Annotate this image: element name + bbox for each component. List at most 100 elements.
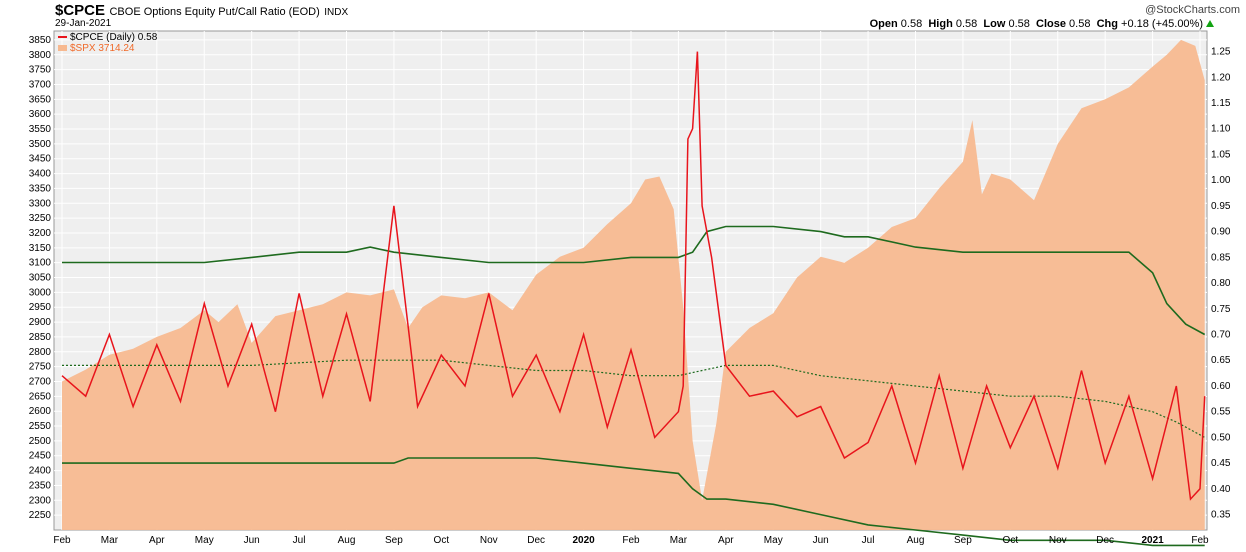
y-left-tick-label: 3600 (29, 109, 52, 120)
y-left-tick-label: 2300 (29, 495, 52, 506)
x-tick-label: Jul (293, 535, 306, 546)
x-tick-label: Sep (954, 535, 972, 546)
date-label: 29-Jan-2021 (55, 18, 112, 29)
x-tick-label: Sep (385, 535, 403, 546)
y-left-tick-label: 2550 (29, 421, 52, 432)
y-left-tick-label: 3250 (29, 213, 52, 224)
low-label: Low (983, 18, 1006, 30)
x-tick-label: Feb (622, 535, 640, 546)
x-tick-label: Mar (101, 535, 119, 546)
x-tick-label: Nov (480, 535, 498, 546)
symbol-label: $CPCE (55, 2, 106, 19)
y-left-tick-label: 2800 (29, 347, 52, 358)
x-tick-label: Aug (338, 535, 356, 546)
y-left-tick-label: 2650 (29, 391, 52, 402)
exchange-label: INDX (324, 7, 349, 18)
y-left-tick-label: 3100 (29, 258, 52, 269)
y-left-tick-label: 3700 (29, 79, 52, 90)
close-value: 0.58 (1069, 18, 1091, 30)
legend-item-cpce: $CPCE (Daily) 0.58 (58, 32, 157, 43)
legend-cpce-label: $CPCE (Daily) 0.58 (70, 32, 158, 43)
x-tick-label: 2020 (572, 535, 595, 546)
x-tick-label: Nov (1049, 535, 1067, 546)
y-left-tick-label: 3850 (29, 35, 52, 46)
y-right-tick-label: 0.80 (1211, 278, 1231, 289)
y-left-tick-label: 3750 (29, 65, 52, 76)
x-tick-label: Oct (1003, 535, 1019, 546)
y-left-tick-label: 2400 (29, 466, 52, 477)
y-left-tick-label: 3150 (29, 243, 52, 254)
y-right-tick-label: 1.05 (1211, 149, 1231, 160)
y-left-tick-label: 2250 (29, 510, 52, 521)
lower-band-line (62, 457, 1205, 547)
y-left-tick-label: 2600 (29, 406, 52, 417)
y-left-tick-label: 2750 (29, 362, 52, 373)
legend-spx-label: $SPX 3714.24 (70, 43, 135, 54)
y-right-tick-label: 0.70 (1211, 330, 1231, 341)
upper-band-line (62, 225, 1206, 336)
y-right-tick-label: 0.35 (1211, 510, 1231, 521)
y-right-tick-label: 0.65 (1211, 355, 1231, 366)
x-tick-label: Aug (907, 535, 925, 546)
y-left-tick-label: 2450 (29, 451, 52, 462)
x-tick-label: 2021 (1141, 535, 1164, 546)
x-tick-label: May (195, 535, 214, 546)
middle-band-line (62, 359, 1205, 438)
ohlc-readout: Open 0.58 High 0.58 Low 0.58 Close 0.58 … (870, 18, 1214, 30)
y-right-tick-label: 0.55 (1211, 407, 1231, 418)
y-right-tick-label: 0.60 (1211, 381, 1231, 392)
chg-label: Chg (1096, 18, 1118, 30)
x-tick-label: Jun (813, 535, 829, 546)
y-left-tick-label: 3050 (29, 273, 52, 284)
chart-header: $CPCE CBOE Options Equity Put/Call Ratio… (55, 2, 348, 20)
low-value: 0.58 (1008, 18, 1030, 30)
y-right-tick-label: 1.25 (1211, 47, 1231, 58)
y-right-tick-label: 1.00 (1211, 175, 1231, 186)
brand-logo[interactable]: @StockCharts.com (1145, 4, 1240, 16)
y-right-tick-label: 1.15 (1211, 98, 1231, 109)
y-right-tick-label: 1.10 (1211, 124, 1231, 135)
y-left-tick-label: 2500 (29, 436, 52, 447)
cpce-line (61, 51, 1206, 501)
x-tick-label: Jul (862, 535, 875, 546)
x-tick-label: Oct (434, 535, 450, 546)
y-left-tick-label: 2700 (29, 376, 52, 387)
x-tick-label: Feb (1191, 535, 1209, 546)
y-left-tick-label: 3550 (29, 124, 52, 135)
x-tick-label: Dec (1096, 535, 1114, 546)
y-left-tick-label: 2350 (29, 480, 52, 491)
x-tick-label: Feb (53, 535, 71, 546)
y-right-tick-label: 0.90 (1211, 227, 1231, 238)
y-left-tick-label: 3350 (29, 183, 52, 194)
chg-value: +0.18 (+45.00%) (1121, 18, 1203, 30)
x-tick-label: Apr (718, 535, 734, 546)
spx-swatch (58, 45, 67, 52)
x-tick-label: Mar (670, 535, 688, 546)
open-value: 0.58 (900, 18, 923, 30)
cpce-swatch (58, 36, 67, 39)
y-right-tick-label: 0.85 (1211, 252, 1231, 263)
y-left-tick-label: 3000 (29, 287, 52, 298)
y-right-tick-label: 0.45 (1211, 458, 1231, 469)
y-right-tick-label: 0.40 (1211, 484, 1231, 495)
x-tick-label: Apr (149, 535, 165, 546)
up-arrow-icon (1206, 20, 1214, 27)
y-left-tick-label: 3450 (29, 154, 52, 165)
y-left-tick-label: 2950 (29, 302, 52, 313)
legend-item-spx: $SPX 3714.24 (58, 43, 157, 54)
x-tick-label: Jun (244, 535, 260, 546)
x-tick-label: Dec (527, 535, 545, 546)
y-left-tick-label: 3500 (29, 139, 52, 150)
chart-legend: $CPCE (Daily) 0.58 $SPX 3714.24 (58, 32, 157, 54)
y-left-tick-label: 3300 (29, 198, 52, 209)
x-tick-label: May (764, 535, 783, 546)
high-label: High (928, 18, 953, 30)
y-right-tick-label: 0.75 (1211, 304, 1231, 315)
y-right-tick-label: 0.95 (1211, 201, 1231, 212)
y-left-tick-label: 3400 (29, 169, 52, 180)
open-label: Open (869, 18, 898, 30)
y-right-tick-label: 0.50 (1211, 432, 1231, 443)
spx-area (62, 39, 1205, 531)
y-left-tick-label: 3200 (29, 228, 52, 239)
